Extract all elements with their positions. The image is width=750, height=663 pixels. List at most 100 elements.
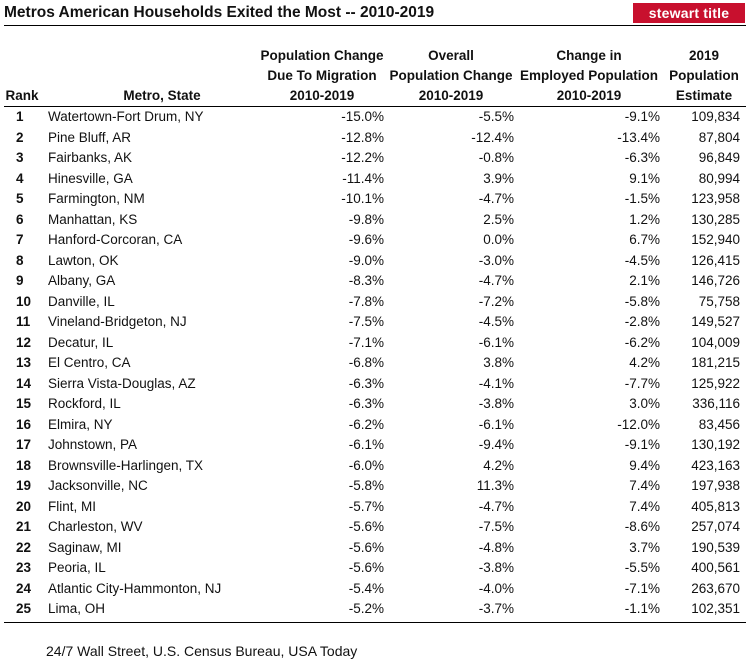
employed-change-cell: -7.1% bbox=[624, 580, 660, 596]
overall-change-cell: -6.1% bbox=[478, 416, 514, 432]
rank-cell: 8 bbox=[16, 252, 24, 268]
rank-cell: 2 bbox=[16, 129, 24, 145]
metro-cell: Elmira, NY bbox=[48, 416, 113, 432]
migration-change-cell: -7.5% bbox=[348, 314, 384, 329]
header-rule bbox=[4, 106, 746, 107]
migration-change-cell: -6.0% bbox=[348, 457, 384, 473]
metro-cell: El Centro, CA bbox=[48, 355, 131, 370]
employed-change-cell: -6.3% bbox=[624, 150, 660, 165]
rank-cell: 17 bbox=[16, 437, 32, 452]
population-cell: 75,758 bbox=[698, 293, 740, 309]
migration-change-cell: -5.8% bbox=[348, 478, 384, 493]
population-cell: 149,527 bbox=[691, 314, 740, 329]
metro-cell: Peoria, IL bbox=[48, 560, 106, 575]
population-cell: 336,116 bbox=[692, 396, 740, 411]
table-row: 24 Atlantic City-Hammonton, NJ -5.4% -4.0% -… bbox=[0, 579, 750, 599]
migration-change-cell: -8.3% bbox=[348, 273, 384, 288]
population-cell: 152,940 bbox=[691, 232, 740, 247]
rank-cell: 13 bbox=[16, 355, 32, 370]
header-migration-line1: Population Change bbox=[260, 48, 384, 63]
employed-change-cell: 7.4% bbox=[629, 478, 660, 493]
metro-cell: Lima, OH bbox=[48, 601, 106, 616]
population-cell: 197,938 bbox=[691, 478, 740, 493]
rank-cell: 14 bbox=[16, 375, 32, 391]
metro-cell: Watertown-Fort Drum, NY bbox=[48, 109, 204, 124]
population-cell: 263,670 bbox=[691, 580, 740, 596]
metro-cell: Fairbanks, AK bbox=[48, 150, 133, 165]
rank-cell: 4 bbox=[16, 170, 24, 186]
migration-change-cell: -5.4% bbox=[348, 580, 384, 596]
overall-change-cell: -12.4% bbox=[471, 129, 514, 145]
employed-change-cell: -12.0% bbox=[617, 416, 660, 432]
population-cell: 104,009 bbox=[691, 334, 740, 350]
employed-change-cell: 9.4% bbox=[629, 457, 660, 473]
header-overall-line1: Overall bbox=[428, 48, 474, 63]
table-row: 17 Johnstown, PA -6.1% -9.4% -9.1% 130,192 bbox=[0, 435, 750, 455]
overall-change-cell: -6.1% bbox=[478, 334, 514, 350]
overall-change-cell: -3.8% bbox=[478, 396, 514, 411]
employed-change-cell: -9.1% bbox=[624, 109, 660, 124]
header-population-line2: Population bbox=[669, 68, 739, 83]
migration-change-cell: -5.6% bbox=[348, 560, 384, 575]
employed-change-cell: 4.2% bbox=[629, 355, 660, 370]
employed-change-cell: 1.2% bbox=[629, 211, 660, 227]
title-rule bbox=[4, 25, 746, 26]
employed-change-cell: 7.4% bbox=[629, 498, 660, 514]
overall-change-cell: -7.5% bbox=[478, 519, 514, 534]
employed-change-cell: 2.1% bbox=[629, 273, 660, 288]
rank-cell: 12 bbox=[16, 334, 32, 350]
migration-change-cell: -7.8% bbox=[348, 293, 384, 309]
overall-change-cell: -3.0% bbox=[478, 252, 514, 268]
rank-cell: 10 bbox=[16, 293, 32, 309]
population-cell: 257,074 bbox=[691, 519, 740, 534]
header-metro: Metro, State bbox=[123, 88, 201, 103]
table-row: 6 Manhattan, KS -9.8% 2.5% 1.2% 130,285 bbox=[0, 210, 750, 230]
rank-cell: 25 bbox=[16, 601, 32, 616]
metro-cell: Jacksonville, NC bbox=[48, 478, 148, 493]
overall-change-cell: 11.3% bbox=[476, 478, 514, 493]
population-cell: 87,804 bbox=[698, 129, 740, 145]
population-cell: 400,561 bbox=[691, 560, 740, 575]
table-row: 20 Flint, MI -5.7% -4.7% 7.4% 405,813 bbox=[0, 497, 750, 517]
population-cell: 130,192 bbox=[691, 437, 740, 452]
employed-change-cell: -8.6% bbox=[624, 519, 660, 534]
population-cell: 96,849 bbox=[698, 150, 740, 165]
migration-change-cell: -6.1% bbox=[348, 437, 384, 452]
overall-change-cell: 2.5% bbox=[483, 211, 514, 227]
population-cell: 80,994 bbox=[698, 170, 740, 186]
rank-cell: 3 bbox=[16, 150, 24, 165]
header-rank: Rank bbox=[5, 88, 39, 103]
chart-title: Metros American Households Exited the Mo… bbox=[4, 4, 435, 21]
overall-change-cell: -4.8% bbox=[478, 539, 514, 555]
rank-cell: 16 bbox=[16, 416, 32, 432]
table-row: 9 Albany, GA -8.3% -4.7% 2.1% 146,726 bbox=[0, 271, 750, 291]
rank-cell: 19 bbox=[16, 478, 32, 493]
employed-change-cell: -4.5% bbox=[624, 252, 660, 268]
migration-change-cell: -11.4% bbox=[342, 170, 384, 186]
employed-change-cell: -5.8% bbox=[624, 293, 660, 309]
header-employed-line1: Change in bbox=[556, 48, 622, 63]
migration-change-cell: -9.8% bbox=[348, 211, 384, 227]
employed-change-cell: -5.5% bbox=[624, 560, 660, 575]
overall-change-cell: -4.7% bbox=[478, 273, 514, 288]
table-row: 3 Fairbanks, AK -12.2% -0.8% -6.3% 96,849 bbox=[0, 148, 750, 168]
table-row: 4 Hinesville, GA -11.4% 3.9% 9.1% 80,994 bbox=[0, 169, 750, 189]
source-note: 24/7 Wall Street, U.S. Census Bureau, US… bbox=[46, 643, 358, 659]
table-row: 16 Elmira, NY -6.2% -6.1% -12.0% 83,456 bbox=[0, 415, 750, 435]
header-overall-line3: 2010-2019 bbox=[418, 88, 484, 103]
migration-change-cell: -12.2% bbox=[341, 150, 384, 165]
metro-cell: Lawton, OK bbox=[48, 252, 119, 268]
migration-change-cell: -5.6% bbox=[348, 519, 384, 534]
metro-cell: Rockford, IL bbox=[48, 396, 121, 411]
metro-cell: Atlantic City-Hammonton, NJ bbox=[48, 580, 222, 596]
metro-cell: Brownsville-Harlingen, TX bbox=[48, 457, 204, 473]
table-row: 22 Saginaw, MI -5.6% -4.8% 3.7% 190,539 bbox=[0, 538, 750, 558]
table-row: 25 Lima, OH -5.2% -3.7% -1.1% 102,351 bbox=[0, 599, 750, 619]
overall-change-cell: -3.8% bbox=[478, 560, 514, 575]
employed-change-cell: -1.5% bbox=[624, 191, 660, 206]
rank-cell: 7 bbox=[16, 232, 24, 247]
metro-cell: Decatur, IL bbox=[48, 334, 114, 350]
migration-change-cell: -6.2% bbox=[348, 416, 384, 432]
rank-cell: 11 bbox=[16, 314, 31, 329]
rank-cell: 15 bbox=[16, 396, 32, 411]
